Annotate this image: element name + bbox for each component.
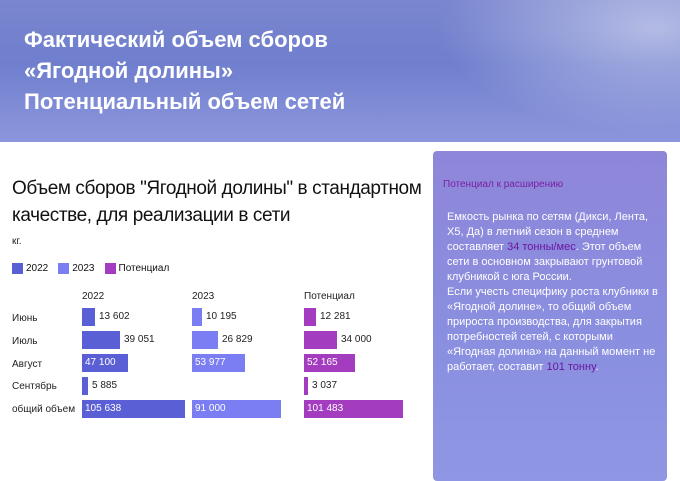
row-label-total: общий объем [12,404,76,415]
data-label-2022-june: 13 602 [99,311,130,322]
legend-item-potential: Потенциал [104,263,170,274]
data-label-2022-july: 39 051 [124,334,155,345]
header-title-line-3: Потенциальный объем сетей [24,89,346,114]
column-header-2022: 2022 [82,291,105,302]
bar-2023-june [192,308,202,326]
bar-potential-september [304,377,308,395]
bar-2022-september [82,377,88,395]
bar-2022-july [82,331,120,349]
chart-title: Объем сборов "Ягодной долины" в стандарт… [12,178,422,226]
column-header-potential: Потенциал [304,291,355,302]
legend-label-potential: Потенциал [118,263,170,274]
panel-highlight-capacity: 34 тонны/мес [507,241,576,253]
panel-highlight-growth: 101 тонну [546,361,596,373]
panel-title: Потенциал к расширению [443,179,564,190]
info-panel: Потенциал к расширению Емкость рынка по … [433,151,667,481]
chart-legend: 2022 2023 Потенциал [12,263,169,274]
panel-p1-tail: . Этот объем сети в основном закрывают г… [447,241,643,283]
data-label-2022-september: 5 885 [92,380,118,391]
legend-item-2022: 2022 [12,263,48,274]
bar-2023-total [192,400,281,418]
legend-swatch-potential [104,263,116,274]
data-label-2022-total: 105 638 [85,403,122,414]
data-label-potential-september: 3 037 [312,380,338,391]
row-label-september: Сентябрь [12,381,57,392]
panel-p1-text: Емкость рынка по сетям (Дикси, Лента, X5… [447,211,649,253]
header-banner: Фактический объем сборов «Ягодной долины… [0,0,680,142]
data-label-2023-august: 53 977 [195,357,226,368]
legend-swatch-2022 [12,263,23,274]
bar-potential-august [304,354,355,372]
data-label-2023-total: 91 000 [195,403,226,414]
row-label-august: Август [12,359,43,370]
bar-2022-august [82,354,128,372]
header-title-line-2: «Ягодной долины» [24,58,234,83]
row-label-july: Июль [12,336,38,347]
data-label-2023-july: 26 829 [222,334,253,345]
data-label-potential-july: 34 000 [341,334,372,345]
data-label-2023-june: 10 195 [206,311,237,322]
bar-potential-total [304,400,403,418]
panel-p2-tail: . [595,361,599,373]
row-label-june: Июнь [12,313,38,324]
bar-2023-august [192,354,245,372]
data-label-2022-august: 47 100 [85,357,116,368]
bar-2023-july [192,331,218,349]
chart-unit: кг. [12,236,22,247]
data-label-potential-august: 52 165 [307,357,338,368]
legend-swatch-2023 [58,263,70,274]
legend-item-2023: 2023 [58,263,95,274]
bar-2022-june [82,308,95,326]
column-header-2023: 2023 [192,291,215,302]
bar-2022-total [82,400,185,418]
panel-p2-text: Если учесть специфику роста клубники в «… [447,286,658,373]
bar-potential-june [304,308,316,326]
bar-potential-july [304,331,337,349]
panel-text: Емкость рынка по сетям (Дикси, Лента, X5… [447,210,659,375]
header-title-line-1: Фактический объем сборов [24,27,328,52]
data-label-potential-total: 101 483 [307,403,344,414]
legend-label-2023: 2023 [72,263,95,274]
legend-label-2022: 2022 [26,263,49,274]
header-glow [420,0,680,142]
data-label-potential-june: 12 281 [320,311,351,322]
